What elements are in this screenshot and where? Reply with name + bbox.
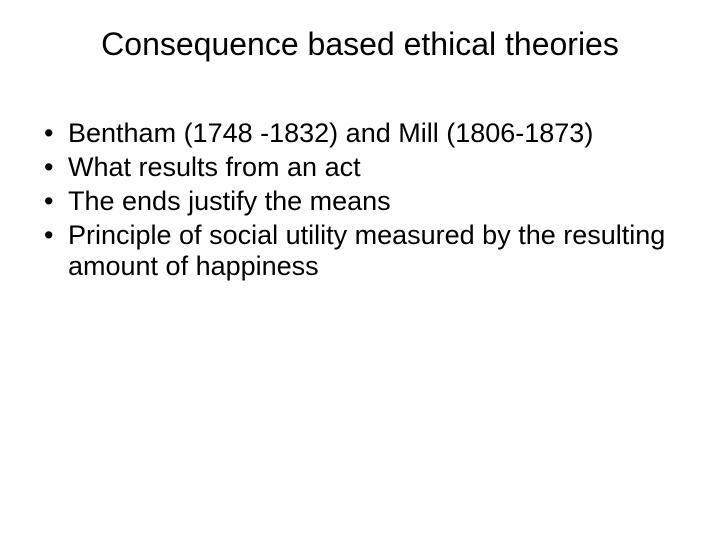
list-item: What results from an act <box>40 152 680 184</box>
list-item: The ends justify the means <box>40 186 680 218</box>
bullet-list: Bentham (1748 -1832) and Mill (1806-1873… <box>40 118 680 283</box>
slide: Consequence based ethical theories Benth… <box>0 0 720 540</box>
list-item: Principle of social utility measured by … <box>40 220 680 284</box>
slide-title: Consequence based ethical theories <box>0 26 720 63</box>
slide-body: Bentham (1748 -1832) and Mill (1806-1873… <box>40 118 680 285</box>
list-item: Bentham (1748 -1832) and Mill (1806-1873… <box>40 118 680 150</box>
